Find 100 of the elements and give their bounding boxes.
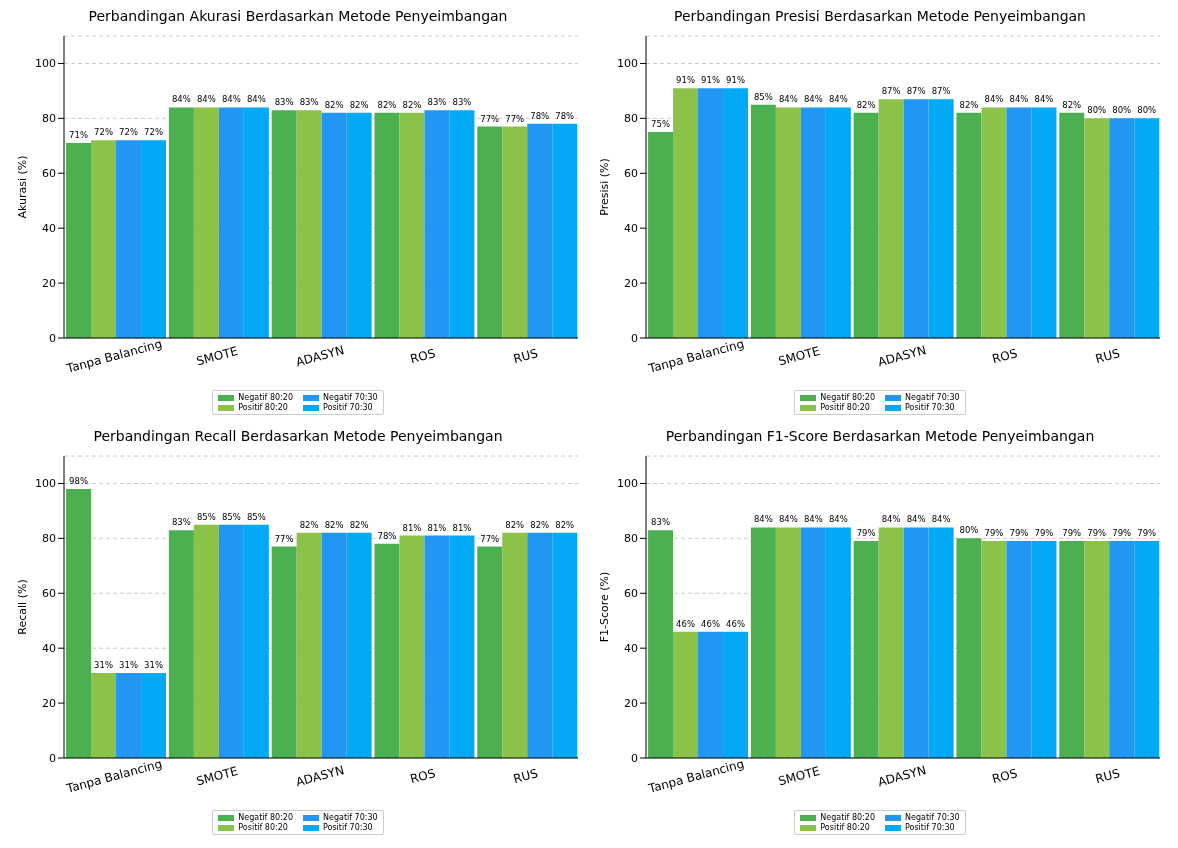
data-label: 82% (299, 519, 319, 530)
bar (1059, 541, 1085, 758)
bar (698, 88, 724, 338)
bar (956, 112, 982, 338)
bar (424, 110, 450, 338)
bar (648, 132, 674, 338)
y-tick-label: 0 (49, 751, 56, 765)
bar (800, 527, 826, 758)
bar (193, 107, 219, 338)
data-label: 84% (778, 94, 798, 105)
bar (825, 107, 851, 338)
bar (168, 107, 194, 338)
data-label: 72% (119, 127, 139, 138)
y-tick-label: 40 (42, 222, 56, 236)
y-tick-label: 100 (617, 477, 638, 491)
data-label: 85% (246, 511, 266, 522)
data-label: 82% (349, 519, 369, 530)
bar (374, 112, 400, 338)
data-label: 82% (324, 99, 344, 110)
data-label: 81% (402, 522, 422, 533)
data-label: 84% (171, 94, 191, 105)
data-label: 84% (803, 514, 823, 525)
bar (673, 631, 699, 758)
data-label: 83% (427, 97, 447, 108)
bar (449, 535, 475, 758)
y-axis-title: F1-Score (%) (597, 571, 611, 643)
data-label: 78% (555, 110, 575, 121)
data-label: 82% (505, 519, 525, 530)
bar (981, 107, 1007, 338)
data-label: 82% (1062, 99, 1082, 110)
bar (1084, 541, 1110, 758)
legend-label: Positif 70:30 (905, 403, 955, 412)
data-label: 82% (324, 519, 344, 530)
data-label: 85% (753, 91, 773, 102)
bar (477, 126, 503, 338)
data-label: 91% (701, 75, 721, 86)
bar (903, 99, 929, 338)
data-label: 71% (69, 130, 89, 141)
bar (271, 546, 297, 758)
chart-title: Perbandingan F1-Score Berdasarkan Metode Penyeimbangan (664, 428, 1096, 446)
data-label: 84% (778, 514, 798, 525)
bar (775, 527, 801, 758)
data-label: 83% (651, 517, 671, 528)
y-tick-label: 0 (49, 331, 56, 345)
bar (374, 543, 400, 758)
data-label: 79% (1009, 528, 1029, 539)
bar (527, 123, 553, 338)
y-tick-label: 60 (624, 587, 638, 601)
data-label: 83% (452, 97, 472, 108)
data-label: 84% (881, 514, 901, 525)
bar (878, 99, 904, 338)
y-tick-label: 100 (617, 57, 638, 71)
legend-label: Negatif 80:20 (820, 393, 875, 402)
bar (168, 530, 194, 758)
bar (1059, 112, 1085, 338)
bar (271, 110, 297, 338)
data-label: 82% (555, 519, 575, 530)
bar (981, 541, 1007, 758)
data-label: 31% (94, 659, 114, 670)
data-label: 84% (753, 514, 773, 525)
y-tick-label: 60 (624, 167, 638, 181)
data-label: 79% (856, 528, 876, 539)
legend-label: Positif 80:20 (820, 823, 870, 832)
x-tick-label: RUS (1093, 766, 1122, 787)
data-label: 31% (119, 659, 139, 670)
data-label: 83% (299, 97, 319, 108)
bar (141, 140, 167, 338)
data-label: 84% (196, 94, 216, 105)
bar (723, 88, 749, 338)
bar (502, 126, 528, 338)
legend-label: Positif 80:20 (238, 403, 288, 412)
legend-label: Positif 80:20 (820, 403, 870, 412)
bar (800, 107, 826, 338)
x-tick-label: RUS (1093, 346, 1122, 367)
y-tick-label: 100 (35, 57, 56, 71)
bar (116, 140, 142, 338)
data-label: 82% (856, 99, 876, 110)
bar (928, 527, 954, 758)
data-label: 79% (1137, 528, 1157, 539)
data-label: 83% (171, 517, 191, 528)
x-tick-label: ROS (990, 766, 1019, 787)
bar (698, 631, 724, 758)
bar (243, 107, 269, 338)
data-label: 77% (505, 113, 525, 124)
bar (321, 532, 347, 758)
bar (449, 110, 475, 338)
bar (878, 527, 904, 758)
bar (928, 99, 954, 338)
bar (775, 107, 801, 338)
bar (673, 88, 699, 338)
data-label: 82% (349, 99, 369, 110)
data-label: 84% (221, 94, 241, 105)
data-label: 84% (246, 94, 266, 105)
y-axis-title: Recall (%) (15, 579, 29, 635)
data-label: 82% (402, 99, 422, 110)
y-tick-label: 0 (631, 751, 638, 765)
bar (552, 123, 578, 338)
bar (1134, 118, 1160, 338)
y-tick-label: 60 (42, 587, 56, 601)
legend-label: Positif 80:20 (238, 823, 288, 832)
